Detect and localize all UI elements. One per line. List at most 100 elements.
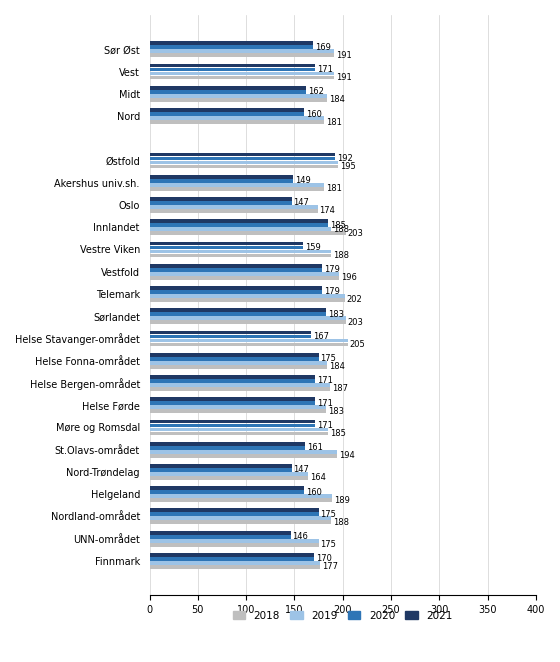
Text: 175: 175 <box>320 510 337 519</box>
Bar <box>150 397 315 401</box>
Text: 188: 188 <box>333 518 349 527</box>
Bar <box>150 201 292 205</box>
Bar <box>150 516 331 520</box>
Text: 205: 205 <box>349 340 365 349</box>
Bar <box>150 183 324 187</box>
Bar <box>150 401 315 405</box>
Bar <box>150 75 334 79</box>
Bar <box>150 531 291 534</box>
Bar <box>150 330 311 334</box>
Bar <box>150 387 330 391</box>
Text: 202: 202 <box>347 295 362 305</box>
Bar <box>150 353 319 357</box>
Bar <box>150 112 304 116</box>
Bar <box>150 498 332 502</box>
Bar <box>150 294 344 298</box>
Bar <box>150 175 293 179</box>
Bar <box>150 357 319 361</box>
Bar <box>150 246 303 250</box>
Bar <box>150 342 348 346</box>
Bar <box>150 446 305 449</box>
Bar <box>150 50 334 53</box>
Text: 171: 171 <box>316 377 333 385</box>
Text: 191: 191 <box>336 73 352 82</box>
Bar <box>150 223 328 227</box>
Bar <box>150 442 305 446</box>
Text: 188: 188 <box>333 224 349 234</box>
Bar <box>150 250 331 254</box>
Text: 185: 185 <box>330 220 346 230</box>
Bar <box>150 209 318 213</box>
Bar <box>150 254 331 258</box>
Text: 175: 175 <box>320 354 337 363</box>
Bar <box>150 334 311 338</box>
Bar <box>150 565 320 569</box>
Bar <box>150 539 319 543</box>
Text: 183: 183 <box>328 406 344 416</box>
Text: 179: 179 <box>324 287 340 297</box>
Bar <box>150 98 327 102</box>
Text: 188: 188 <box>333 251 349 260</box>
Bar <box>150 361 327 365</box>
Legend: 2018, 2019, 2020, 2021: 2018, 2019, 2020, 2021 <box>228 606 457 625</box>
Text: 184: 184 <box>329 362 345 371</box>
Bar <box>150 90 306 93</box>
Bar <box>150 476 308 480</box>
Bar <box>150 272 339 275</box>
Text: 175: 175 <box>320 540 337 549</box>
Bar <box>150 68 315 71</box>
Text: 160: 160 <box>306 488 322 496</box>
Bar <box>150 535 291 538</box>
Bar <box>150 64 315 68</box>
Text: 147: 147 <box>293 199 309 207</box>
Bar <box>150 320 346 324</box>
Bar <box>150 161 338 164</box>
Text: 149: 149 <box>295 176 311 185</box>
Bar <box>150 286 323 290</box>
Bar <box>150 231 346 235</box>
Bar <box>150 41 313 45</box>
Text: 171: 171 <box>316 399 333 408</box>
Bar <box>150 420 315 423</box>
Bar <box>150 71 334 75</box>
Bar <box>150 405 326 409</box>
Bar <box>150 227 331 231</box>
Bar <box>150 242 303 246</box>
Bar <box>150 486 304 490</box>
Text: 184: 184 <box>329 95 345 105</box>
Bar <box>150 116 324 120</box>
Text: 203: 203 <box>348 229 363 238</box>
Bar <box>150 557 314 561</box>
Bar <box>150 108 304 112</box>
Bar <box>150 290 323 294</box>
Bar <box>150 263 323 267</box>
Text: 192: 192 <box>337 154 353 163</box>
Bar <box>150 298 344 302</box>
Bar <box>150 428 328 432</box>
Bar <box>150 268 323 271</box>
Bar <box>150 464 292 468</box>
Text: 189: 189 <box>334 496 350 504</box>
Text: 181: 181 <box>326 118 342 126</box>
Bar <box>150 468 292 472</box>
Text: 169: 169 <box>315 43 330 52</box>
Bar <box>150 520 331 524</box>
Bar <box>150 120 324 124</box>
Bar <box>150 508 319 512</box>
Text: 164: 164 <box>310 473 326 483</box>
Bar <box>150 365 327 369</box>
Text: 195: 195 <box>340 162 356 171</box>
Text: 185: 185 <box>330 429 346 438</box>
Bar <box>150 409 326 413</box>
Text: 177: 177 <box>323 563 338 571</box>
Bar <box>150 495 332 498</box>
Bar <box>150 187 324 191</box>
Bar <box>150 449 337 453</box>
Bar <box>150 553 314 557</box>
Text: 159: 159 <box>305 243 321 252</box>
Text: 196: 196 <box>341 273 357 282</box>
Bar <box>150 86 306 89</box>
Bar <box>150 46 313 49</box>
Bar <box>150 205 318 209</box>
Bar <box>150 179 293 183</box>
